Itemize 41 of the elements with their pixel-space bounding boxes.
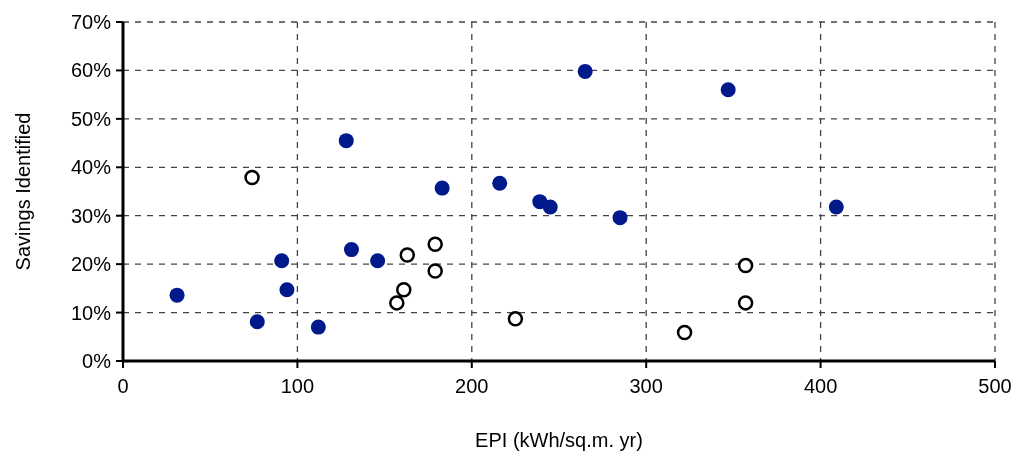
point (427, 236, 443, 253)
point (492, 175, 508, 191)
point (434, 180, 450, 196)
point (343, 242, 359, 258)
point (396, 282, 412, 298)
point (279, 282, 295, 298)
y-tick-label: 0% (82, 350, 112, 372)
y-tick-label: 40% (70, 156, 112, 179)
point (676, 324, 693, 341)
y-tick-label: 70% (70, 11, 112, 33)
y-tick-label: 30% (70, 204, 112, 227)
point (577, 63, 593, 79)
y-tick-label: 60% (70, 59, 112, 82)
point (370, 253, 386, 269)
y-tick-label: 20% (70, 253, 112, 276)
point (399, 247, 416, 263)
point (310, 319, 326, 335)
x-tick-label: 400 (803, 375, 838, 397)
y-tick-label: 50% (70, 107, 112, 130)
point (720, 82, 736, 98)
point (828, 199, 844, 215)
point (389, 295, 405, 311)
point (169, 287, 185, 303)
x-tick-label: 300 (629, 375, 663, 397)
point (542, 199, 558, 215)
point (338, 133, 354, 149)
point (737, 257, 754, 274)
point (612, 210, 628, 226)
y-tick-label: 10% (70, 301, 112, 324)
point (737, 295, 754, 311)
point (244, 169, 260, 186)
point (274, 253, 290, 269)
point (427, 263, 443, 279)
x-axis-title: EPI (kWh/sq.m. yr) (475, 429, 643, 451)
x-tick-label: 0 (117, 375, 129, 397)
point (249, 314, 265, 330)
x-tick-label: 500 (978, 375, 1012, 397)
x-tick-label: 100 (280, 375, 315, 397)
x-tick-label: 200 (455, 375, 489, 397)
point (507, 311, 524, 327)
y-axis-title: Savings Identified (12, 112, 34, 271)
